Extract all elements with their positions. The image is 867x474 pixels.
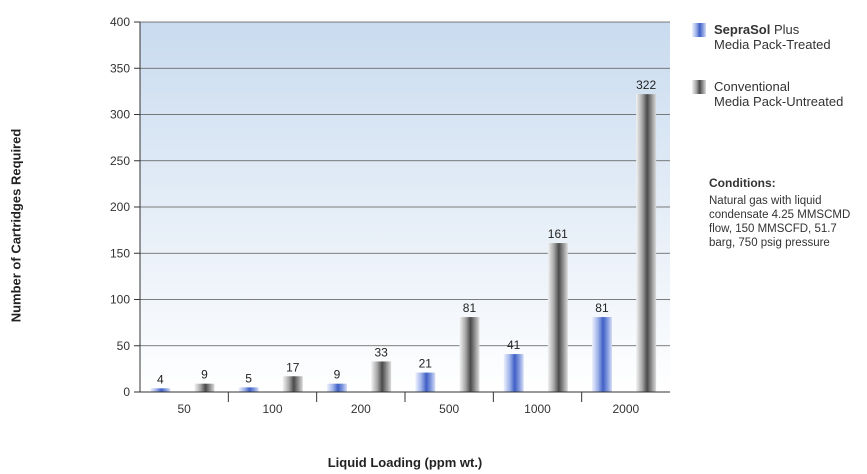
legend-label-untreated: Conventional Media Pack-Untreated [714, 79, 844, 109]
x-tick-label: 200 [351, 402, 371, 416]
x-axis-title: Liquid Loading (ppm wt.) [327, 455, 483, 470]
y-tick-label: 150 [110, 246, 130, 260]
bar-treated [238, 387, 259, 392]
data-label-treated: 5 [245, 371, 252, 385]
bar-untreated [282, 376, 303, 392]
x-tick-label: 2000 [612, 402, 639, 416]
data-label-untreated: 17 [286, 360, 300, 374]
conditions-note: Conditions: Natural gas with liquid cond… [709, 176, 859, 250]
y-tick-label: 50 [117, 339, 131, 353]
data-label-treated: 41 [507, 338, 521, 352]
y-tick-label: 200 [110, 200, 130, 214]
y-tick-label: 350 [110, 61, 130, 75]
bar-untreated [194, 383, 215, 392]
bar-treated [150, 388, 171, 392]
bar-treated [503, 354, 524, 392]
conditions-title: Conditions: [709, 176, 776, 190]
data-label-treated: 21 [419, 357, 433, 371]
bar-treated [326, 383, 347, 392]
bars [150, 94, 657, 393]
y-tick-label: 0 [123, 385, 130, 399]
data-label-untreated: 322 [636, 78, 656, 92]
data-label-treated: 81 [595, 301, 609, 315]
y-tick-label: 250 [110, 154, 130, 168]
bar-untreated [636, 94, 657, 393]
data-label-treated: 4 [157, 372, 164, 386]
bar-untreated [371, 361, 392, 392]
x-tick-label: 100 [262, 402, 282, 416]
x-tick-label: 500 [439, 402, 459, 416]
gridlines [140, 21, 670, 347]
bar-untreated [547, 243, 568, 392]
legend-item-treated: SepraSol Plus Media Pack-Treated [692, 22, 831, 52]
axes: 0 50 100 150 200 250 300 350 400 50 100 200 500 1000 2… [110, 15, 670, 416]
legend-swatch-blue [692, 23, 706, 37]
data-label-untreated: 9 [201, 368, 208, 382]
x-tick-label: 50 [177, 402, 191, 416]
data-label-untreated: 33 [374, 345, 388, 359]
bar-untreated [459, 317, 480, 392]
data-label-untreated: 161 [548, 227, 568, 241]
y-tick-label: 100 [110, 293, 130, 307]
legend-item-untreated: Conventional Media Pack-Untreated [692, 79, 843, 109]
x-tick-label: 1000 [524, 402, 551, 416]
legend-swatch-gray [692, 80, 706, 94]
y-tick-label: 400 [110, 15, 130, 29]
data-label-treated: 9 [334, 368, 341, 382]
y-tick-label: 300 [110, 108, 130, 122]
bar-treated [415, 372, 436, 392]
legend-label-treated: SepraSol Plus Media Pack-Treated [714, 22, 831, 52]
y-axis-title: Number of Cartridges Required [8, 128, 24, 322]
data-labels: 4 5 9 21 41 81 9 17 33 81 161 322 [157, 78, 657, 386]
bar-treated [591, 317, 612, 392]
data-label-untreated: 81 [463, 301, 477, 315]
conditions-text: Natural gas with liquid condensate 4.25 … [709, 195, 851, 249]
